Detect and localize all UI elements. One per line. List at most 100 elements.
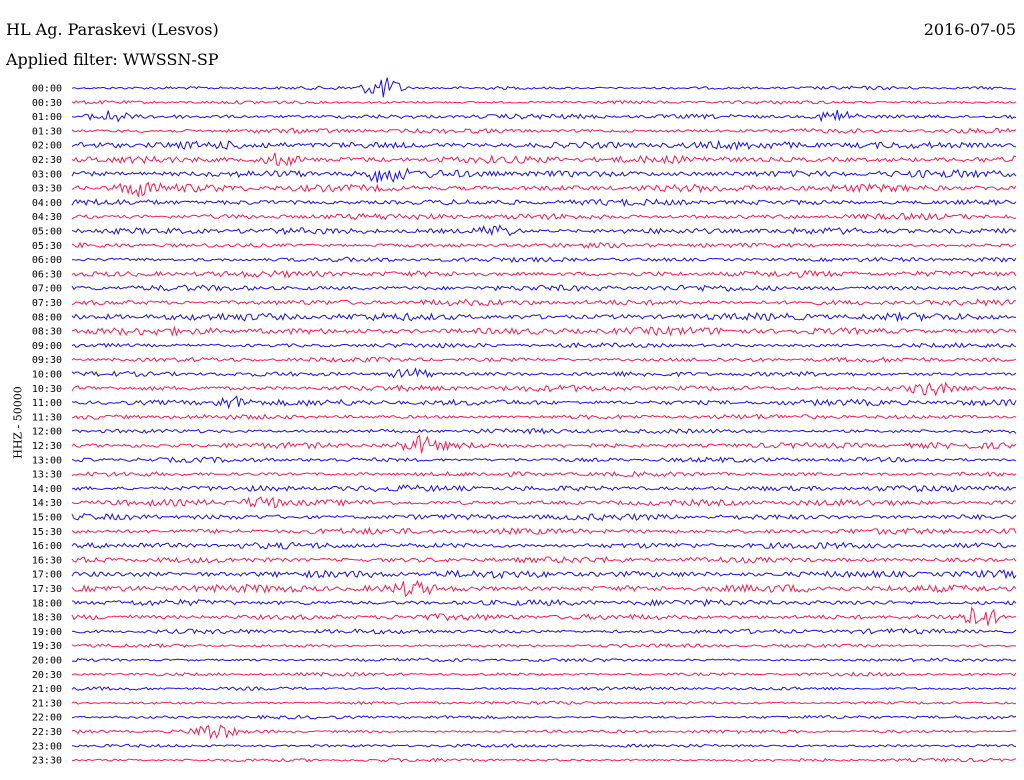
- trace-row: [71, 512, 1017, 522]
- time-tick-label: 05:00: [32, 227, 62, 238]
- time-tick-label: 13:30: [32, 470, 62, 481]
- trace-row: [71, 256, 1017, 264]
- time-tick-label: 23:30: [32, 756, 62, 767]
- trace-row: [71, 139, 1017, 151]
- time-tick-label: 14:30: [32, 498, 62, 509]
- time-tick-label: 06:00: [32, 255, 62, 266]
- trace-row: [71, 325, 1017, 337]
- time-tick-label: 16:00: [32, 541, 62, 552]
- time-tick-labels: 00:00 00:30 01:00 01:30 02:00 02:30 03:00 03:30…: [32, 84, 62, 767]
- trace-row: [71, 413, 1017, 421]
- time-tick-label: 01:00: [32, 112, 62, 123]
- time-tick-label: 10:30: [32, 384, 62, 395]
- time-tick-label: 04:30: [32, 212, 62, 223]
- time-tick-label: 03:00: [32, 169, 62, 180]
- trace-row: [71, 714, 1017, 720]
- time-tick-label: 07:30: [32, 298, 62, 309]
- time-tick-label: 11:30: [32, 412, 62, 423]
- trace-row: [71, 743, 1017, 749]
- time-tick-label: 01:30: [32, 126, 62, 137]
- time-tick-label: 11:00: [32, 398, 62, 409]
- time-tick-label: 17:30: [32, 584, 62, 595]
- time-tick-label: 10:00: [32, 370, 62, 381]
- trace-row: [71, 356, 1017, 363]
- trace-row: [71, 579, 1017, 598]
- date-label: 2016-07-05: [923, 20, 1016, 39]
- trace-row: [71, 311, 1017, 323]
- trace-row: [71, 724, 1017, 739]
- trace-row: [71, 598, 1017, 608]
- time-tick-label: 22:30: [32, 727, 62, 738]
- trace-row: [71, 671, 1017, 677]
- time-tick-label: 18:30: [32, 613, 62, 624]
- time-tick-label: 07:00: [32, 284, 62, 295]
- time-tick-label: 19:30: [32, 641, 62, 652]
- trace-row: [71, 657, 1017, 663]
- time-tick-label: 17:00: [32, 570, 62, 581]
- time-tick-label: 21:30: [32, 698, 62, 709]
- trace-row: [71, 569, 1017, 580]
- time-tick-label: 22:00: [32, 713, 62, 724]
- filter-label: Applied filter: WWSSN-SP: [6, 50, 219, 69]
- trace-row: [71, 198, 1017, 208]
- trace-row: [71, 284, 1017, 293]
- trace-row: [71, 686, 1017, 692]
- time-tick-label: 09:00: [32, 341, 62, 352]
- time-tick-label: 12:30: [32, 441, 62, 452]
- trace-row: [71, 555, 1017, 564]
- time-tick-label: 12:00: [32, 427, 62, 438]
- time-tick-label: 16:30: [32, 555, 62, 566]
- trace-row: [71, 427, 1017, 435]
- seismic-traces: [71, 77, 1017, 763]
- trace-row: [71, 269, 1017, 279]
- trace-row: [71, 470, 1017, 478]
- trace-row: [71, 395, 1017, 410]
- trace-row: [71, 224, 1017, 237]
- time-tick-label: 15:30: [32, 527, 62, 538]
- trace-row: [71, 181, 1017, 197]
- time-tick-label: 18:00: [32, 598, 62, 609]
- trace-row: [71, 381, 1017, 397]
- trace-row: [71, 526, 1017, 536]
- time-tick-label: 19:00: [32, 627, 62, 638]
- trace-row: [71, 757, 1017, 763]
- time-tick-label: 04:00: [32, 198, 62, 209]
- trace-row: [71, 456, 1017, 464]
- trace-row: [71, 435, 1017, 454]
- trace-row: [71, 606, 1017, 626]
- time-tick-label: 23:00: [32, 741, 62, 752]
- trace-row: [71, 643, 1017, 649]
- time-tick-label: 00:30: [32, 98, 62, 109]
- trace-row: [71, 167, 1017, 183]
- trace-row: [71, 212, 1017, 221]
- time-tick-label: 05:30: [32, 241, 62, 252]
- trace-row: [71, 241, 1017, 249]
- time-tick-label: 08:00: [32, 312, 62, 323]
- trace-row: [71, 628, 1017, 635]
- trace-row: [71, 496, 1017, 509]
- time-tick-label: 15:00: [32, 513, 62, 524]
- trace-row: [71, 99, 1017, 105]
- trace-row: [71, 484, 1017, 493]
- station-title: HL Ag. Paraskevi (Lesvos): [6, 20, 219, 39]
- trace-row: [71, 298, 1017, 307]
- time-tick-label: 20:00: [32, 656, 62, 667]
- time-tick-label: 13:00: [32, 455, 62, 466]
- time-tick-label: 21:00: [32, 684, 62, 695]
- time-tick-label: 06:30: [32, 269, 62, 280]
- time-tick-label: 00:00: [32, 84, 62, 95]
- time-tick-label: 02:30: [32, 155, 62, 166]
- trace-row: [71, 700, 1017, 706]
- trace-row: [71, 109, 1017, 123]
- trace-row: [71, 152, 1017, 167]
- trace-row: [71, 367, 1017, 379]
- trace-row: [71, 127, 1017, 135]
- time-tick-label: 02:00: [32, 141, 62, 152]
- trace-row: [71, 342, 1017, 349]
- trace-row: [71, 77, 1017, 98]
- time-tick-label: 14:00: [32, 484, 62, 495]
- time-tick-label: 20:30: [32, 670, 62, 681]
- time-tick-label: 09:30: [32, 355, 62, 366]
- time-tick-label: 08:30: [32, 327, 62, 338]
